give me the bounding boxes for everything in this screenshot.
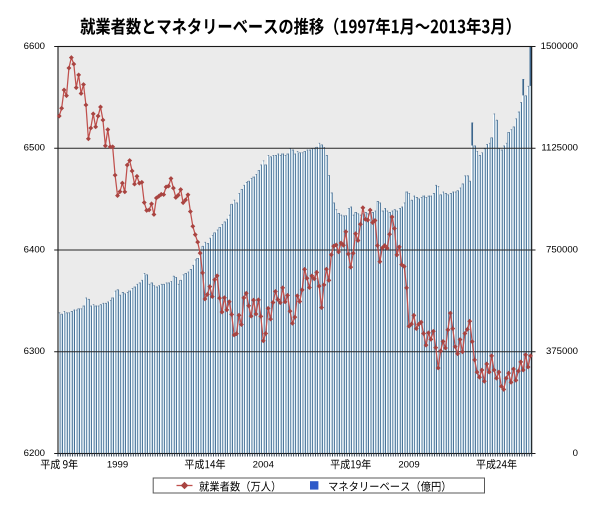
svg-text:6500: 6500: [24, 143, 45, 154]
svg-text:1999: 1999: [107, 459, 128, 470]
svg-text:1125000: 1125000: [541, 143, 578, 154]
svg-text:2009: 2009: [398, 459, 419, 470]
svg-text:1500000: 1500000: [541, 41, 578, 52]
svg-text:375000: 375000: [546, 346, 578, 357]
svg-text:750000: 750000: [546, 244, 578, 255]
svg-text:6600: 6600: [24, 41, 45, 52]
svg-text:6400: 6400: [24, 244, 45, 255]
svg-text:0: 0: [573, 448, 578, 459]
svg-text:6200: 6200: [24, 448, 45, 459]
svg-text:2004: 2004: [253, 459, 275, 470]
svg-text:6300: 6300: [24, 346, 45, 357]
